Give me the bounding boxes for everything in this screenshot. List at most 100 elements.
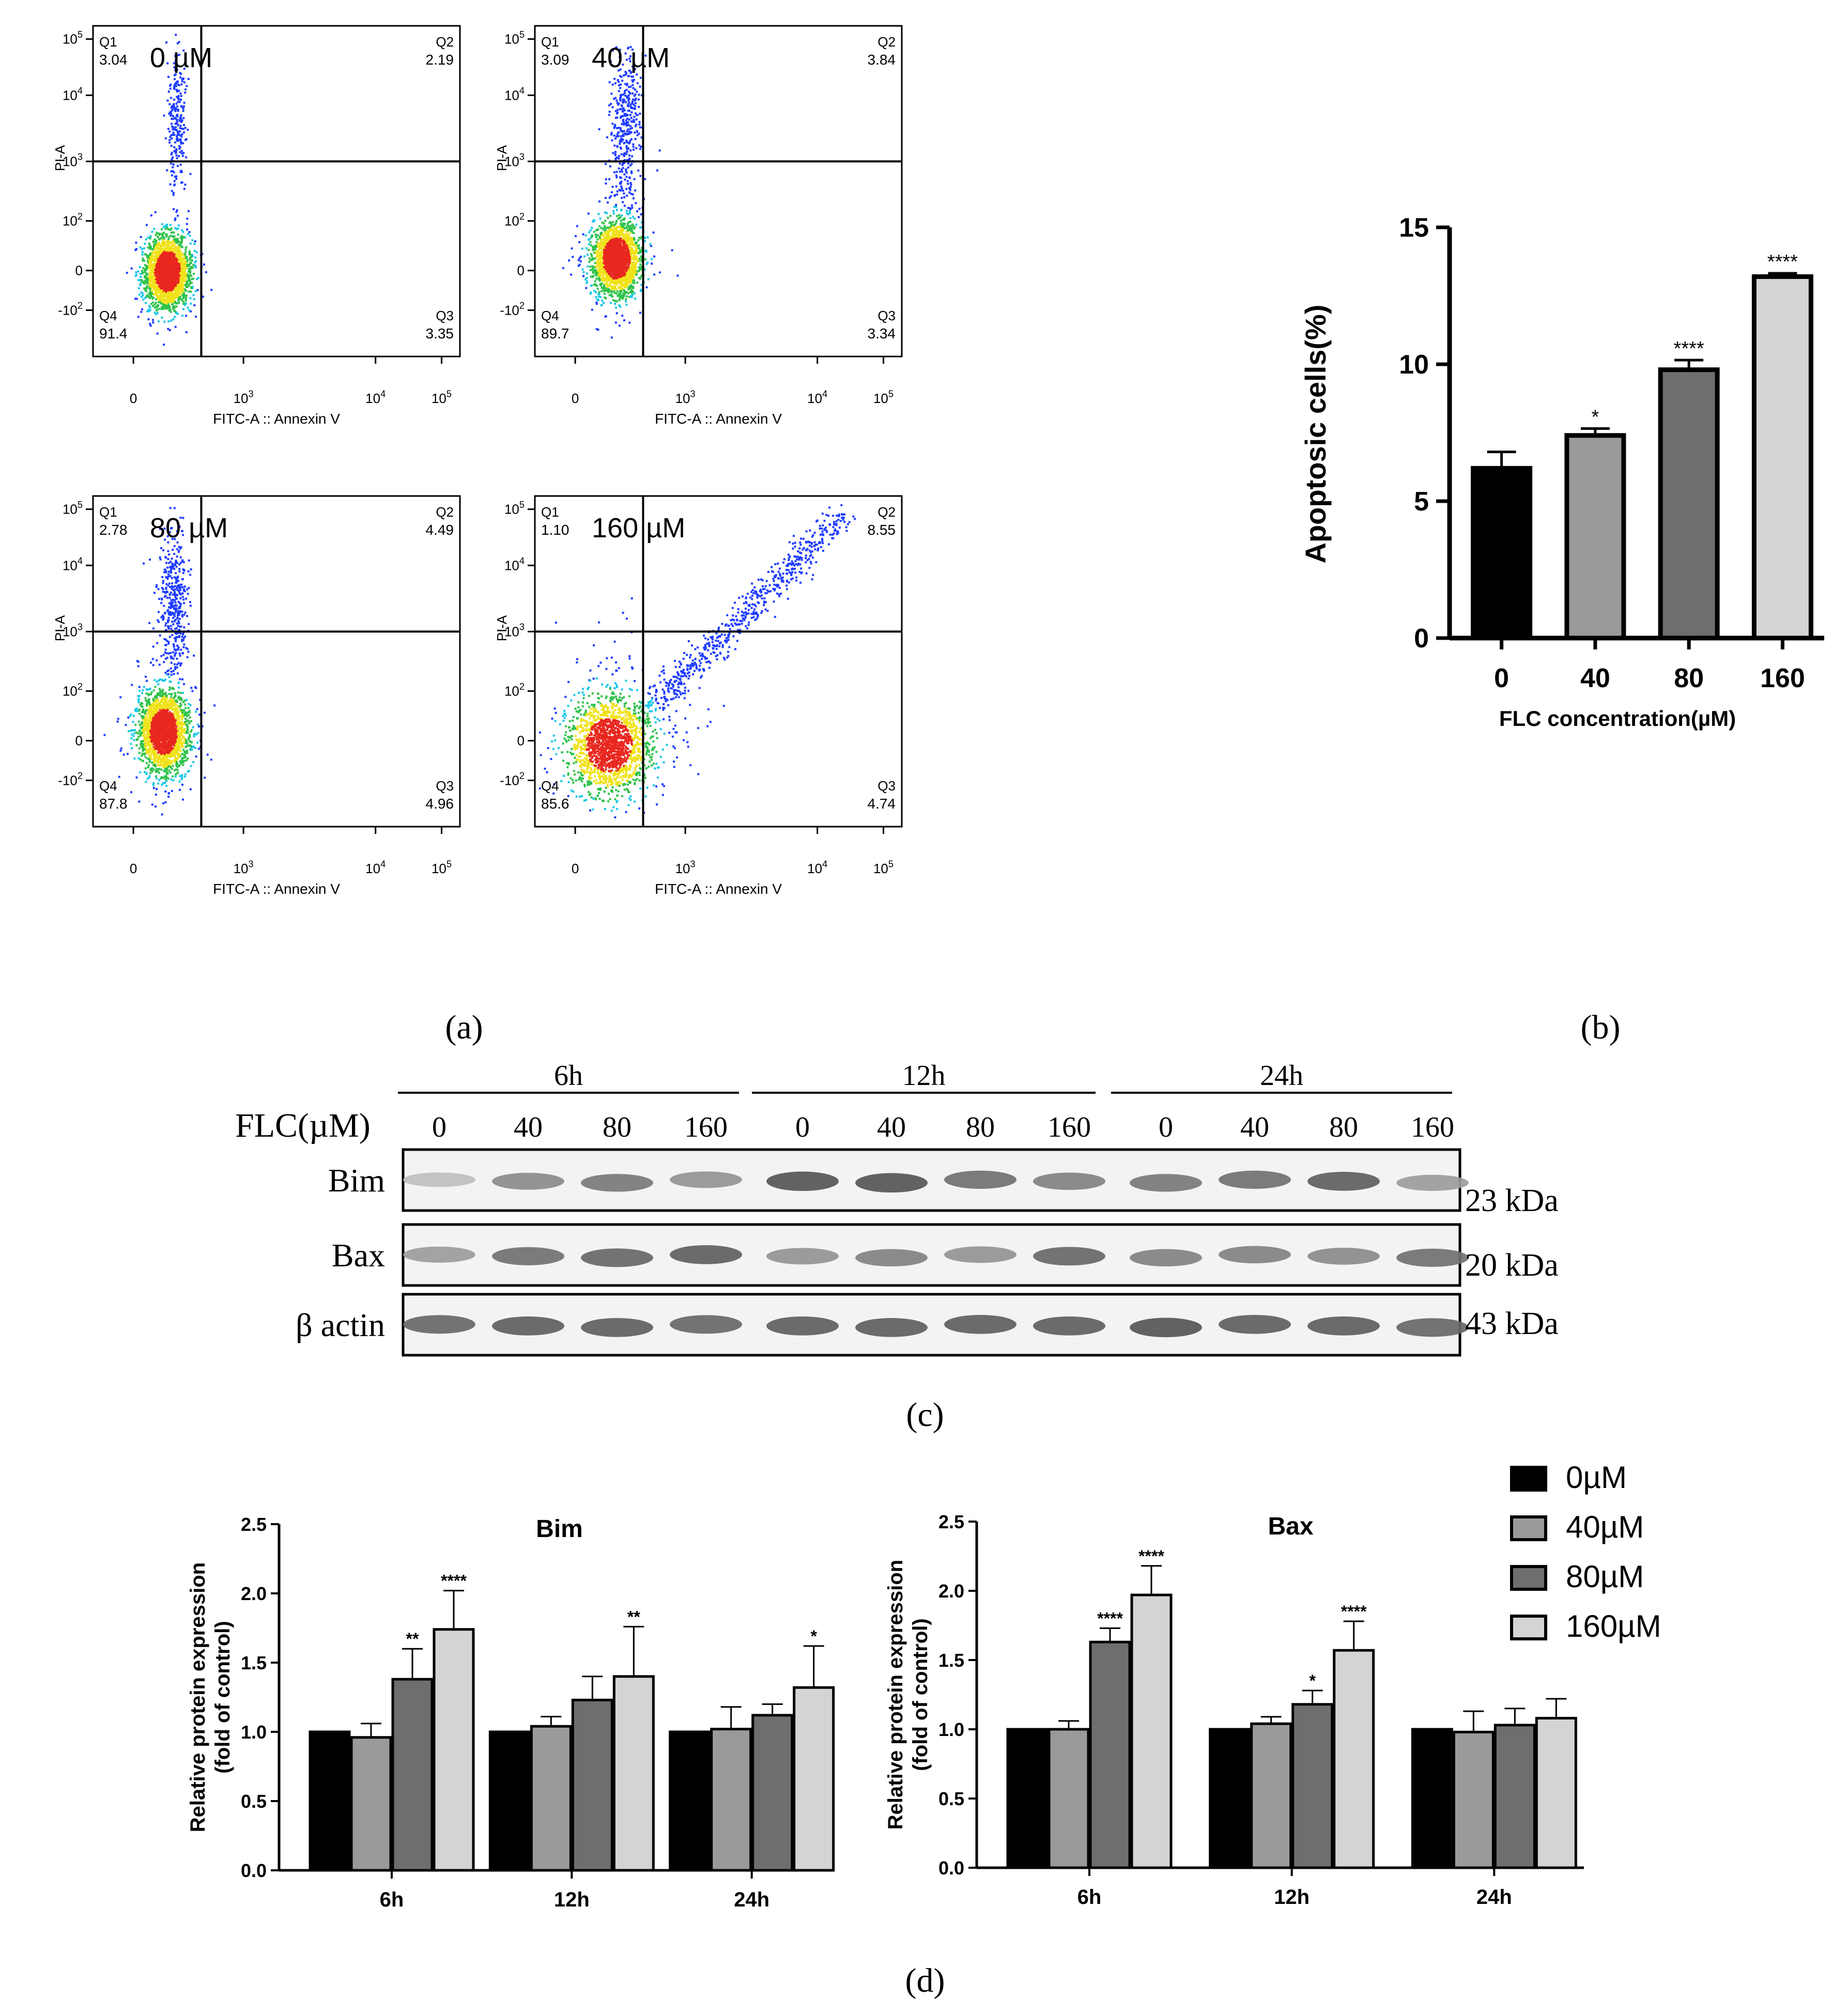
flow-dot: [173, 281, 175, 284]
flow-dot: [171, 279, 173, 282]
flow-dot: [618, 90, 620, 92]
flow-dot: [632, 193, 634, 196]
flow-dot: [586, 280, 588, 283]
quadrant-value: 3.35: [426, 325, 454, 342]
flow-dot: [600, 266, 603, 268]
flow-dot: [645, 262, 648, 265]
flow-dot: [185, 297, 187, 299]
flow-dot: [625, 210, 628, 212]
flow-dot: [625, 176, 628, 178]
flow-dot: [629, 232, 631, 235]
flow-dot: [180, 246, 183, 249]
flow-dot: [179, 151, 181, 153]
flow-dot: [159, 261, 161, 264]
flow-dot: [138, 279, 141, 282]
flow-dot: [169, 246, 172, 249]
flow-dot: [639, 148, 641, 150]
flow-dot: [619, 277, 621, 280]
flow-dot: [626, 95, 628, 98]
flow-dot: [183, 302, 186, 305]
flow-dot: [624, 115, 626, 117]
flow-dot: [619, 56, 621, 58]
flow-dot: [203, 263, 205, 266]
flow-dot: [594, 234, 597, 236]
flow-dot: [171, 271, 173, 273]
flow-dot: [174, 219, 176, 221]
flow-dot: [188, 271, 190, 273]
flow-dot: [628, 243, 630, 245]
flow-dot: [167, 300, 170, 303]
flow-dot: [165, 290, 167, 293]
flow-dot: [630, 131, 633, 134]
flow-dot: [178, 138, 181, 141]
flow-dot: [625, 84, 628, 86]
flow-dot: [616, 290, 619, 292]
flow-dot: [627, 282, 630, 285]
flow-dot: [180, 141, 182, 143]
flow-dot: [172, 166, 174, 168]
flow-dot: [638, 244, 640, 246]
flow-dot: [602, 245, 605, 247]
flow-dot: [130, 267, 133, 270]
flow-dot: [184, 88, 187, 91]
flow-dot: [170, 286, 172, 289]
flow-dot: [158, 254, 160, 256]
flow-dot: [138, 287, 140, 290]
flow-dot: [598, 258, 600, 261]
flow-dot: [157, 277, 159, 280]
flow-dot: [159, 301, 162, 303]
flow-dot: [629, 225, 632, 227]
flow-dot: [635, 147, 638, 149]
flow-dot: [163, 295, 165, 298]
flow-dot: [596, 244, 599, 247]
flow-dot: [172, 192, 175, 194]
flow-dot: [147, 308, 150, 311]
flow-dot: [181, 133, 183, 135]
flow-dot: [639, 249, 641, 252]
flow-dot: [148, 305, 150, 307]
flow-dot: [610, 336, 613, 339]
flow-dot: [162, 244, 164, 246]
flow-dot: [183, 272, 186, 274]
flow-dot: [151, 298, 154, 300]
flow-dot: [173, 85, 176, 88]
flow-dot: [167, 245, 170, 248]
flow-dot: [636, 73, 638, 76]
flow-dot: [171, 122, 173, 125]
flow-dot: [176, 157, 178, 160]
flow-dot: [193, 304, 196, 306]
flow-dot: [167, 277, 170, 280]
flow-dot: [142, 259, 144, 261]
flow-dot: [579, 255, 582, 258]
flow-dot: [166, 286, 169, 288]
flow-dot: [618, 324, 621, 327]
flow-dot: [178, 148, 181, 150]
flow-dot: [161, 235, 164, 238]
flow-dot: [153, 280, 156, 283]
flow-dot: [599, 252, 602, 254]
flow-dot: [598, 128, 600, 131]
flow-dot: [586, 282, 588, 284]
flow-dot: [153, 245, 155, 248]
flow-dot: [168, 275, 171, 278]
flow-dot: [631, 79, 634, 82]
flow-dot: [628, 92, 631, 95]
flow-condition-label: 0 µM: [150, 42, 212, 73]
flow-dot: [604, 252, 606, 254]
flow-dot: [177, 227, 179, 230]
flow-dot: [601, 221, 604, 224]
flow-dot: [595, 328, 598, 330]
flow-dot: [178, 260, 180, 263]
flow-dot: [179, 296, 181, 299]
flow-dot: [185, 246, 188, 249]
flow-dot: [185, 263, 187, 266]
flow-dot: [620, 223, 622, 225]
flow-dot: [624, 178, 626, 181]
flow-dot: [584, 234, 587, 237]
flow-dot: [163, 300, 165, 302]
flow-dot: [153, 246, 156, 249]
flow-dot: [160, 281, 163, 283]
flow-dot: [605, 283, 608, 286]
flow-dot: [623, 224, 625, 226]
flow-dot: [614, 110, 617, 112]
